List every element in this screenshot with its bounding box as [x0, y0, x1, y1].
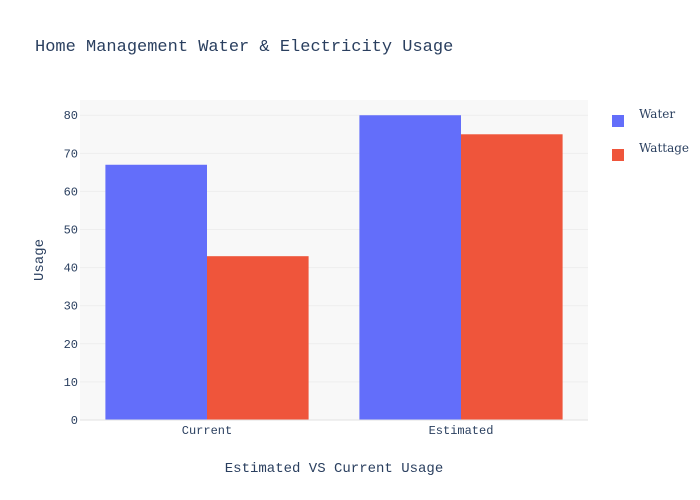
legend-label[interactable]: Water	[639, 107, 675, 121]
y-tick-label: 70	[64, 147, 78, 161]
y-tick-label: 50	[64, 224, 78, 238]
bar-water-estimated	[359, 115, 461, 420]
x-axis-ticks: Current Estimated	[182, 424, 494, 438]
y-tick-label: 20	[64, 338, 78, 352]
y-tick-label: 0	[71, 414, 78, 428]
bars	[80, 115, 588, 421]
y-tick-label: 30	[64, 300, 78, 314]
legend: Water Wattage	[612, 107, 689, 161]
bar-wattage-current	[207, 256, 309, 420]
y-tick-label: 10	[64, 376, 78, 390]
bar-wattage-estimated	[461, 134, 563, 421]
y-axis-ticks: 0 10 20 30 40 50 60 70 80	[64, 109, 78, 428]
x-tick-label: Estimated	[429, 424, 494, 438]
y-tick-label: 40	[64, 262, 78, 276]
y-tick-label: 80	[64, 109, 78, 123]
bar-water-current	[105, 164, 207, 420]
x-tick-label: Current	[182, 424, 232, 438]
legend-swatch[interactable]	[612, 115, 624, 127]
y-tick-label: 60	[64, 185, 78, 199]
y-axis-title: Usage	[32, 239, 48, 281]
x-axis-title: Estimated VS Current Usage	[225, 461, 443, 477]
legend-label[interactable]: Wattage	[639, 141, 689, 155]
chart-title: Home Management Water & Electricity Usag…	[35, 38, 453, 57]
legend-swatch[interactable]	[612, 149, 624, 161]
